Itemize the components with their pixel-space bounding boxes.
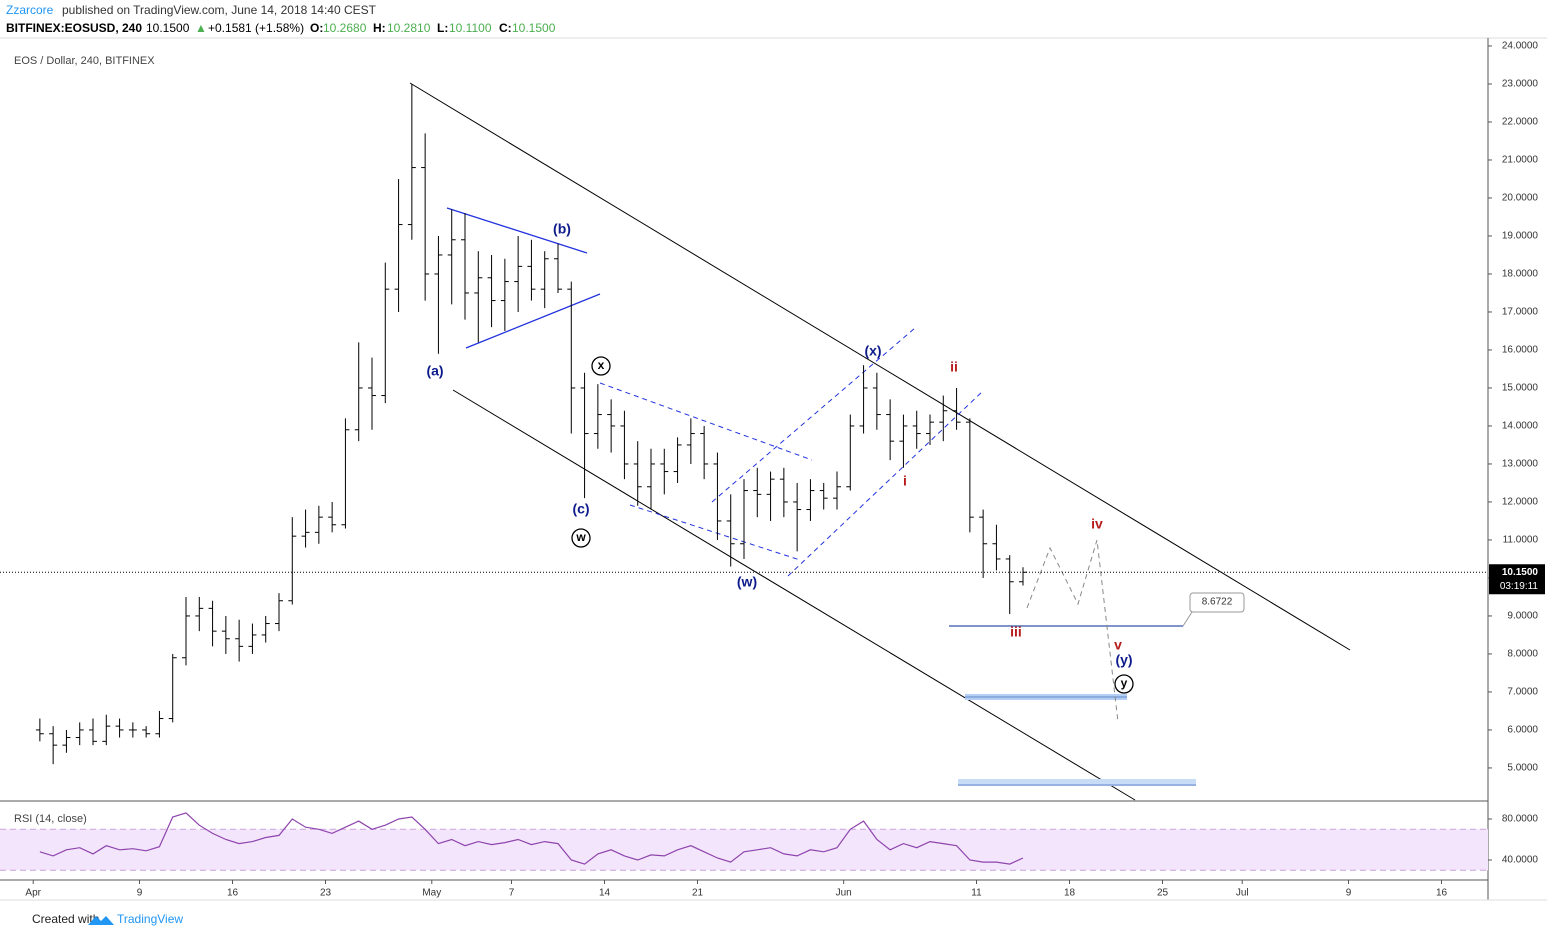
y-tick-label: 16.0000 [1502,345,1539,356]
last-price-label: 10.1500 [1502,567,1539,578]
x-tick-label: 14 [599,888,611,899]
x-tick-label: Apr [25,888,41,899]
l-value: 10.1100 [449,21,492,35]
o-value: 10.2680 [323,21,367,35]
y-tick-label: 23.0000 [1502,79,1539,90]
y-tick-label: 14.0000 [1502,421,1539,432]
price-bars [35,83,1027,765]
triangle-upper [446,207,588,254]
wave-label: (b) [553,221,571,237]
tv-logo [88,916,114,925]
x-tick-label: 18 [1064,888,1076,899]
rsi-y-tick-label: 40.0000 [1502,855,1539,866]
y-tick-label: 13.0000 [1502,459,1539,470]
x-tick-label: May [422,888,441,899]
wave-label: (c) [572,501,589,517]
y-tick-label: 5.0000 [1507,763,1538,774]
wave-label: (w) [737,574,757,590]
last: 10.1500 [146,21,190,35]
y-tick-label: 22.0000 [1502,117,1539,128]
wave-label: (y) [1115,652,1132,668]
x-tick-label: Jun [836,888,852,899]
countdown: 03:19:11 [1500,581,1539,592]
y-tick-label: 15.0000 [1502,383,1539,394]
channel-lower [452,389,1136,801]
wave-circle [571,528,591,548]
h-value: 10.2810 [387,21,431,35]
y-tick-label: 21.0000 [1502,155,1539,166]
rsi-line [39,812,1024,865]
y-tick-label: 9.0000 [1507,611,1538,622]
x-tick-label: 21 [692,888,704,899]
o-label: O: [310,21,323,35]
chart-title: EOS / Dollar, 240, BITFINEX [14,55,155,67]
callout-pointer [1182,611,1193,627]
y-tick-label: 17.0000 [1502,307,1539,318]
projection-path [1026,539,1119,723]
h-label: H: [373,21,386,35]
x-tick-label: 7 [509,888,515,899]
x-tick-label: 16 [1436,888,1448,899]
target-callout [1189,592,1245,613]
y-tick-label: 12.0000 [1502,497,1539,508]
wave-label: (x) [864,343,881,359]
wave-label: (a) [426,363,443,379]
wave-circle [591,356,611,376]
x-tick-label: 11 [971,888,982,899]
x-tick-label: 9 [1346,888,1352,899]
author[interactable]: Zzarcore [6,3,54,17]
symbol: BITFINEX:EOSUSD, 240 [6,21,142,35]
x-tick-label: Jul [1236,888,1249,899]
change: +0.1581 (+1.58%) [208,21,304,35]
rsi-y-tick-label: 80.0000 [1502,814,1539,825]
x-tick-label: 16 [227,888,239,899]
y-tick-label: 18.0000 [1502,269,1539,280]
x-tick-label: 23 [320,888,332,899]
y-tick-label: 8.0000 [1507,649,1538,660]
channel-upper [409,82,1351,651]
x-tick-label: 25 [1157,888,1169,899]
c-value: 10.1500 [512,21,556,35]
x-tick-label: 9 [137,888,143,899]
target-label: 8.6722 [1202,597,1233,608]
drawings [409,82,1351,801]
wave-label: v [1114,637,1122,653]
up-arrow: ▲ [195,21,207,35]
footer-brand[interactable]: TradingView [117,912,183,926]
y-tick-label: 19.0000 [1502,231,1539,242]
wave-label: iv [1091,516,1103,532]
last-price-box [1489,564,1545,595]
wave-label: x [598,358,605,372]
l-label: L: [437,21,448,35]
support-band [958,779,1196,786]
rsi-label: RSI (14, close) [14,813,87,825]
wave-circle [1114,674,1134,694]
y-tick-label: 11.0000 [1503,535,1539,546]
rsi-band [0,829,1488,871]
triangle-lower [465,293,601,349]
wave-label: w [575,530,586,544]
c-label: C: [499,21,512,35]
wave-label: ii [950,359,958,375]
wave-label: i [903,473,907,489]
published: published on TradingView.com, June 14, 2… [62,3,377,17]
y-tick-label: 6.0000 [1507,725,1538,736]
wedge-upper [599,382,813,461]
y-tick-label: 24.0000 [1502,41,1539,52]
footer-created: Created with [32,912,99,926]
wedge-lower [629,504,801,561]
wave-label: y [1121,676,1128,690]
y-tick-label: 20.0000 [1502,193,1539,204]
y-tick-label: 7.0000 [1507,687,1538,698]
wave-label: iii [1010,624,1022,640]
